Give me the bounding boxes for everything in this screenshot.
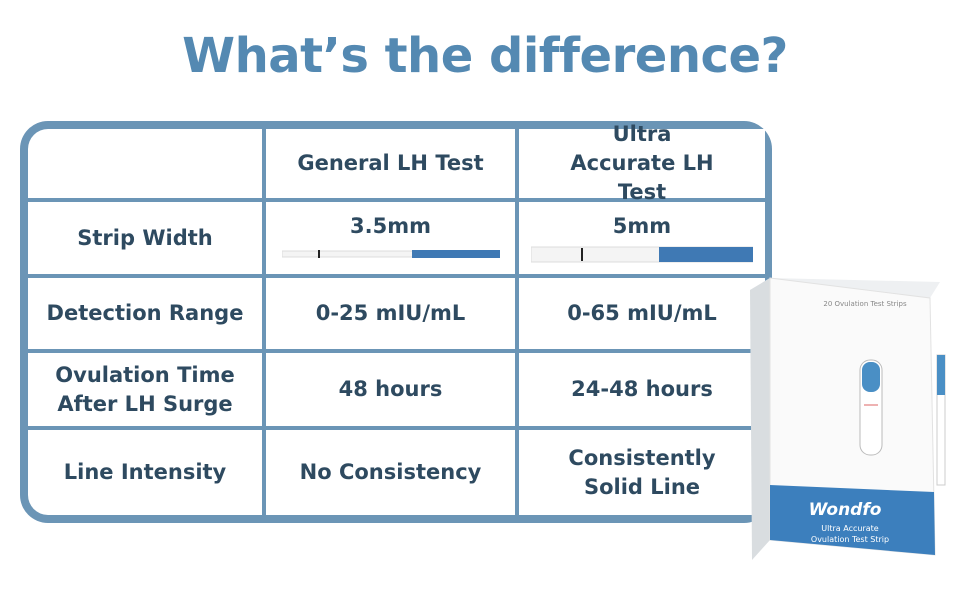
header-cell: General LH Test [266,129,515,198]
cell: Consistently Solid Line [519,430,765,515]
row-label: Ovulation Time After LH Surge [28,353,262,426]
loose-strip-tip [937,355,945,395]
strip-icon-tip [862,362,880,392]
cell: 3.5mm [266,202,515,274]
row-label: Line Intensity [28,430,262,515]
cell: 0-25 mIU/mL [266,278,515,349]
cell: 24-48 hours [519,353,765,426]
cell-text: 3.5mm [350,214,431,238]
box-count: 20 Ovulation Test Strips [823,300,907,308]
cell: 0-65 mIU/mL [519,278,765,349]
header-cell: Ultra Accurate LH Test [519,122,765,204]
box-brand: Wondfo [809,500,882,520]
strip-image [281,250,500,258]
box-side [750,278,770,560]
row-label: Strip Width [28,202,262,274]
cell: No Consistency [266,430,515,515]
box-line1: Ultra Accurate [821,524,878,533]
title: What’s the difference? [182,28,788,84]
cell: 5mm [519,202,765,274]
strip-image [531,246,753,263]
cell-text: 5mm [612,214,672,238]
product-box: 20 Ovulation Test Strips Wondfo Ultra Ac… [750,277,946,560]
row-label: Detection Range [28,278,262,349]
corner-cell [28,129,262,198]
cell: 48 hours [266,353,515,426]
box-band [770,485,935,555]
box-line2: Ovulation Test Strip [811,535,889,544]
